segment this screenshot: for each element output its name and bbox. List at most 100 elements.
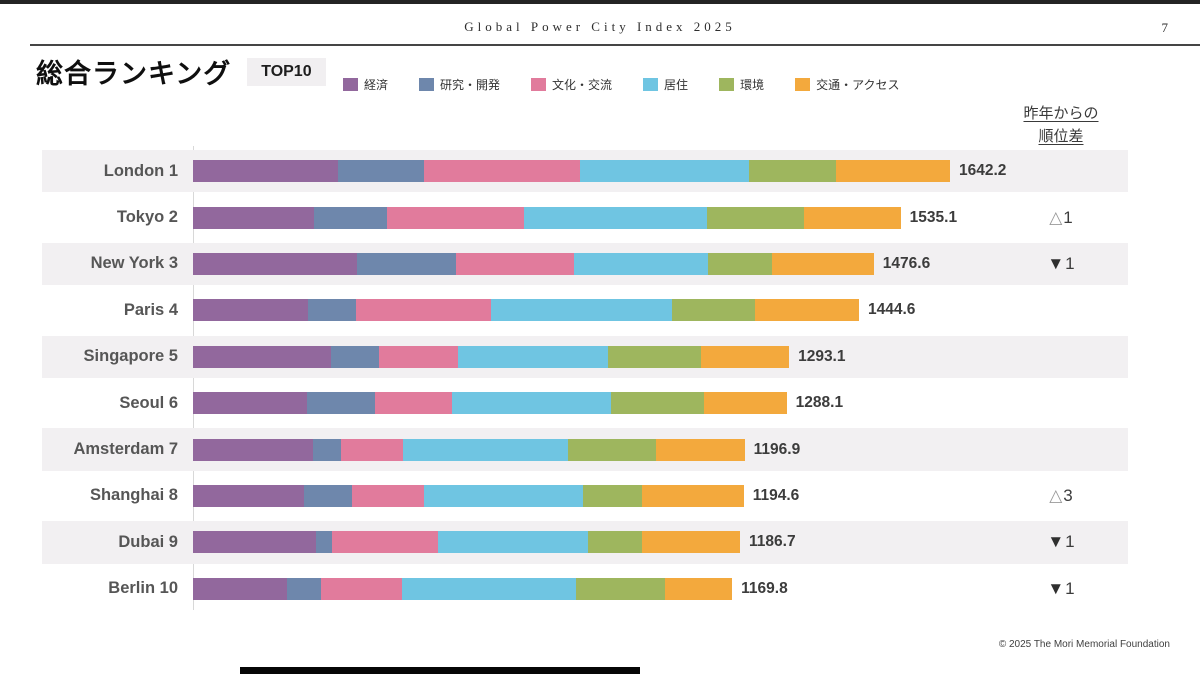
legend-item: 交通・アクセス: [795, 76, 899, 93]
rank-change: △3: [1049, 485, 1073, 505]
stacked-bar: [193, 299, 859, 322]
copyright: © 2025 The Mori Memorial Foundation: [998, 639, 1170, 650]
rank-change-header-line1: 昨年からの: [1023, 105, 1099, 122]
total-score: 1196.9: [753, 440, 801, 458]
bar-segment-環境: [587, 531, 643, 554]
row-content: Amsterdam 7 1196.9: [42, 426, 800, 472]
legend-swatch-icon: [419, 78, 435, 91]
chart-row: Shanghai 8 1194.6 △3: [0, 473, 1200, 519]
stacked-bar: [193, 577, 733, 600]
title-row: 総合ランキング TOP10: [36, 52, 326, 91]
bar-segment-居住: [524, 206, 708, 229]
bar-segment-研究・開発: [331, 345, 379, 368]
bar-segment-交通・アクセス: [755, 299, 859, 322]
bottom-bar: [240, 667, 640, 674]
rank-change-header: 昨年からの 順位差: [1000, 103, 1122, 148]
bar-segment-経済: [193, 345, 332, 368]
chart-row: Amsterdam 7 1196.9: [0, 426, 1200, 472]
rank-change-header-line2: 順位差: [1038, 127, 1084, 145]
row-content: Berlin 10 1169.8: [42, 566, 788, 612]
legend-swatch-icon: [719, 78, 735, 91]
bar-segment-交通・アクセス: [836, 160, 950, 183]
bar-segment-文化・交流: [352, 484, 425, 507]
row-content: New York 3 1476.6: [42, 241, 930, 287]
rank-change: ▼1: [1047, 532, 1075, 552]
legend-label: 環境: [740, 78, 765, 92]
bar-segment-環境: [576, 577, 666, 600]
page-number: 7: [1161, 20, 1169, 35]
bar-segment-経済: [193, 484, 305, 507]
rank-change: ▼1: [1047, 253, 1075, 273]
bar-segment-経済: [193, 531, 316, 554]
legend-item: 文化・交流: [531, 76, 612, 93]
axis-line: [193, 146, 194, 610]
legend-item: 環境: [719, 76, 764, 93]
bar-segment-環境: [608, 345, 701, 368]
bar-segment-環境: [610, 392, 705, 415]
legend-item: 研究・開発: [419, 76, 500, 93]
bar-segment-交通・アクセス: [700, 345, 790, 368]
chart-row: Tokyo 2 1535.1 △1: [0, 194, 1200, 240]
total-score: 1444.6: [867, 301, 916, 319]
rank-change: △1: [1049, 207, 1073, 227]
chart-row: Singapore 5 1293.1: [0, 334, 1200, 380]
top10-badge: TOP10: [247, 57, 326, 86]
city-label: Paris 4: [123, 300, 178, 319]
chart-row: Dubai 9 1186.7 ▼1: [0, 519, 1200, 565]
total-score: 1293.1: [798, 347, 846, 365]
chart-row: New York 3 1476.6 ▼1: [0, 241, 1200, 287]
bar-segment-経済: [193, 160, 338, 183]
legend-label: 居住: [664, 78, 689, 92]
city-label: Singapore 5: [83, 347, 178, 366]
bar-segment-研究・開発: [357, 252, 457, 275]
bar-segment-経済: [193, 577, 288, 600]
legend-label: 交通・アクセス: [816, 78, 900, 92]
stacked-bar: [193, 392, 787, 415]
stacked-bar: [193, 531, 741, 554]
bar-segment-環境: [567, 438, 657, 461]
stacked-bar: [193, 438, 745, 461]
city-label: Berlin 10: [108, 579, 178, 598]
row-content: Singapore 5 1293.1: [42, 334, 846, 380]
top-border: [0, 0, 1200, 4]
bar-segment-居住: [451, 392, 611, 415]
legend-swatch-icon: [795, 78, 811, 91]
bar-segment-研究・開発: [287, 577, 321, 600]
legend-label: 文化・交流: [552, 78, 613, 92]
rank-up-icon: △: [1049, 485, 1063, 505]
legend: 経済 研究・開発 文化・交流 居住 環境 交通・アクセス: [343, 76, 899, 93]
bar-segment-研究・開発: [312, 438, 341, 461]
chart-row: Seoul 6 1288.1: [0, 380, 1200, 426]
bar-segment-研究・開発: [315, 531, 333, 554]
total-score: 1169.8: [741, 579, 788, 597]
total-score: 1288.1: [795, 394, 844, 412]
bar-segment-研究・開発: [306, 392, 375, 415]
total-score: 1535.1: [909, 208, 958, 226]
bar-segment-文化・交流: [356, 299, 492, 322]
row-content: Dubai 9 1186.7: [42, 519, 796, 565]
stacked-bar: [193, 160, 950, 183]
bar-segment-文化・交流: [340, 438, 403, 461]
bar-segment-居住: [402, 438, 568, 461]
city-label: Tokyo 2: [116, 208, 178, 227]
city-label: Seoul 6: [119, 393, 178, 412]
rank-change: ▼1: [1047, 578, 1075, 598]
bar-segment-環境: [708, 252, 773, 275]
legend-swatch-icon: [531, 78, 547, 91]
total-score: 1476.6: [882, 254, 931, 272]
bar-segment-居住: [438, 531, 588, 554]
bar-segment-居住: [580, 160, 749, 183]
bar-segment-文化・交流: [320, 577, 402, 600]
bar-segment-文化・交流: [424, 160, 580, 183]
legend-label: 研究・開発: [440, 78, 501, 92]
city-label: Dubai 9: [118, 532, 178, 551]
bar-segment-経済: [193, 299, 309, 322]
bar-segment-居住: [401, 577, 577, 600]
bar-segment-環境: [748, 160, 836, 183]
stacked-bar: [193, 252, 874, 275]
row-content: Shanghai 8 1194.6: [42, 473, 799, 519]
bar-segment-研究・開発: [304, 484, 353, 507]
bar-segment-居住: [424, 484, 583, 507]
stacked-bar: [193, 484, 744, 507]
city-label: Amsterdam 7: [73, 440, 178, 459]
